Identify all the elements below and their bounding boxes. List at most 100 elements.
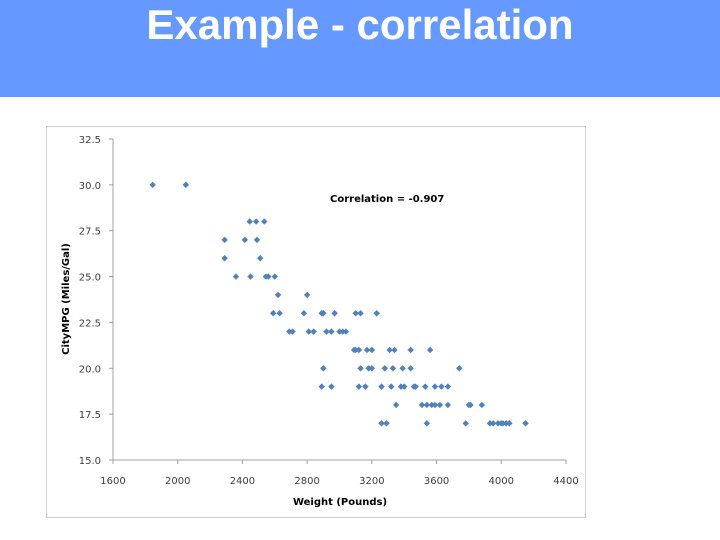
diamond-marker — [328, 328, 335, 335]
diamond-marker — [373, 310, 380, 317]
diamond-marker — [247, 273, 254, 280]
scatter-plot: 1600 2000 2400 2800 3200 3600 4000 4400 15.0 17.5… — [61, 135, 579, 508]
diamond-marker — [261, 218, 268, 225]
diamond-marker — [389, 365, 397, 372]
x-tick-label: 2400 — [230, 476, 255, 487]
diamond-marker — [252, 218, 260, 225]
diamond-marker — [352, 310, 359, 317]
data-points — [149, 181, 529, 427]
diamond-marker — [438, 383, 445, 390]
diamond-marker — [232, 273, 240, 280]
diamond-marker — [381, 365, 388, 372]
x-axis-title: Weight (Pounds) — [293, 497, 387, 508]
diamond-marker — [412, 383, 419, 390]
diamond-marker — [342, 328, 350, 335]
diamond-marker — [241, 236, 249, 244]
diamond-marker — [407, 365, 414, 372]
diamond-marker — [391, 346, 398, 354]
diamond-marker — [397, 383, 405, 390]
diamond-marker — [246, 218, 253, 225]
correlation-annotation: Correlation = -0.907 — [330, 194, 444, 205]
slide-header: Example - correlation — [0, 0, 720, 97]
diamond-marker — [300, 310, 308, 317]
diamond-marker — [365, 365, 372, 372]
diamond-marker — [318, 383, 325, 390]
slide-title: Example - correlation — [146, 1, 574, 48]
diamond-marker — [276, 310, 283, 317]
diamond-marker — [418, 401, 426, 409]
diamond-marker — [494, 420, 502, 427]
diamond-marker — [323, 328, 330, 335]
diamond-marker — [386, 346, 393, 354]
diamond-marker — [265, 273, 272, 280]
y-tick-label: 22.5 — [79, 318, 101, 329]
diamond-marker — [428, 401, 435, 409]
diamond-marker — [486, 420, 494, 427]
diamond-marker — [423, 401, 431, 409]
diamond-marker — [357, 365, 364, 372]
diamond-marker — [286, 328, 293, 335]
diamond-marker — [331, 310, 338, 317]
diamond-marker — [257, 255, 264, 262]
diamond-marker — [357, 310, 364, 317]
y-tick-label: 15.0 — [79, 456, 101, 467]
diamond-marker — [149, 181, 156, 189]
diamond-marker — [362, 383, 369, 390]
diamond-marker — [522, 420, 529, 427]
diamond-marker — [289, 328, 296, 335]
diamond-marker — [269, 310, 277, 317]
diamond-marker — [388, 383, 395, 390]
diamond-marker — [478, 401, 486, 409]
diamond-marker — [182, 181, 190, 189]
diamond-marker — [368, 365, 376, 372]
x-tick-label: 2800 — [294, 476, 319, 487]
diamond-marker — [506, 420, 513, 427]
y-tick-label: 27.5 — [79, 227, 101, 238]
diamond-marker — [271, 273, 278, 280]
diamond-marker — [221, 236, 228, 244]
diamond-marker — [363, 346, 371, 354]
diamond-marker — [339, 328, 346, 335]
diamond-marker — [274, 291, 282, 299]
diamond-marker — [467, 401, 474, 409]
y-tick-label: 25.0 — [79, 273, 101, 284]
chart-area: 1600 2000 2400 2800 3200 3600 4000 4400 15.0 17.5… — [46, 126, 586, 518]
y-tick-label: 17.5 — [79, 410, 101, 421]
diamond-marker — [489, 420, 497, 427]
diamond-marker — [378, 420, 385, 427]
diamond-marker — [444, 383, 452, 390]
axes: 1600 2000 2400 2800 3200 3600 4000 4400 15.0 17.5… — [79, 135, 579, 487]
diamond-marker — [444, 401, 452, 409]
diamond-marker — [253, 236, 261, 244]
diamond-marker — [336, 328, 343, 335]
diamond-marker — [310, 328, 317, 335]
diamond-marker — [401, 383, 408, 390]
diamond-marker — [221, 255, 228, 262]
diamond-marker — [328, 383, 335, 390]
diamond-marker — [499, 420, 507, 427]
diamond-marker — [352, 346, 359, 354]
diamond-marker — [426, 346, 434, 354]
diamond-marker — [355, 383, 363, 390]
diamond-marker — [368, 346, 376, 354]
diamond-marker — [320, 310, 327, 317]
y-tick-label: 32.5 — [79, 135, 101, 146]
diamond-marker — [462, 420, 469, 427]
diamond-marker — [320, 365, 327, 372]
diamond-marker — [407, 346, 414, 354]
diamond-marker — [303, 291, 311, 299]
diamond-marker — [502, 420, 510, 427]
diamond-marker — [456, 365, 463, 372]
diamond-marker — [422, 383, 429, 390]
y-axis-title: CityMPG (Miles/Gal) — [61, 243, 72, 355]
diamond-marker — [436, 401, 444, 409]
x-tick-label: 4000 — [489, 476, 514, 487]
y-tick-label: 30.0 — [79, 181, 101, 192]
x-tick-label: 1600 — [100, 476, 125, 487]
diamond-marker — [392, 401, 400, 409]
x-tick-label: 3200 — [359, 476, 384, 487]
diamond-marker — [355, 346, 363, 354]
diamond-marker — [399, 365, 406, 372]
x-tick-label: 3600 — [424, 476, 449, 487]
x-tick-label: 4400 — [553, 476, 578, 487]
